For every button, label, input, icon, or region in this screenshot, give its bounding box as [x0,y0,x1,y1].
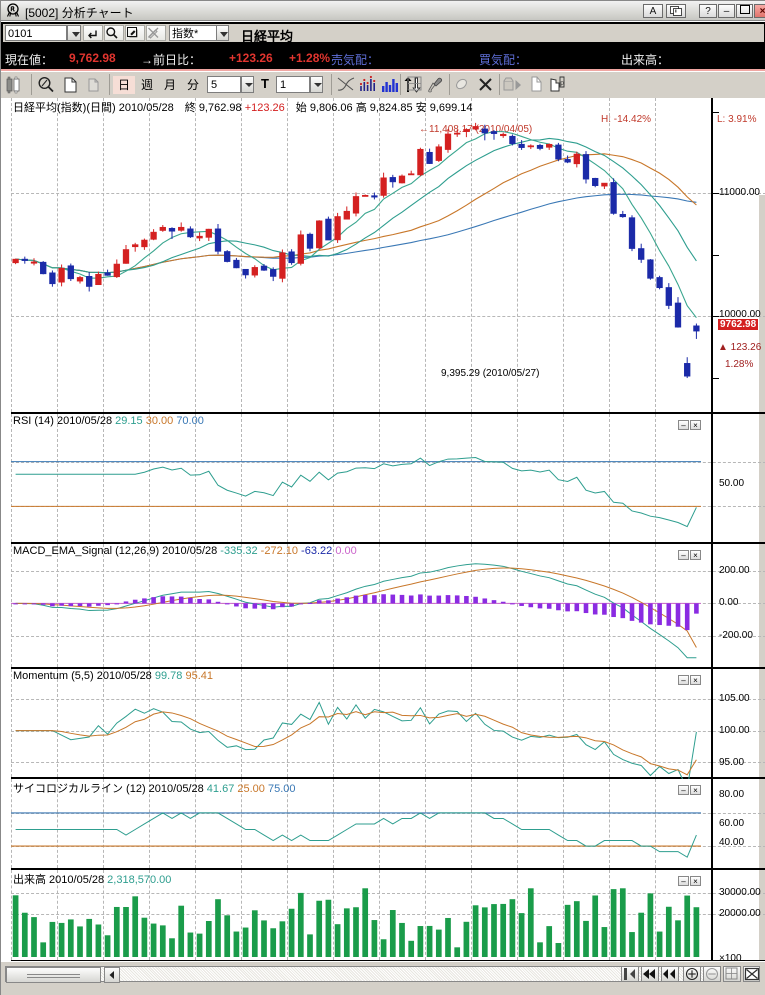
svg-text:P: P [560,82,564,88]
